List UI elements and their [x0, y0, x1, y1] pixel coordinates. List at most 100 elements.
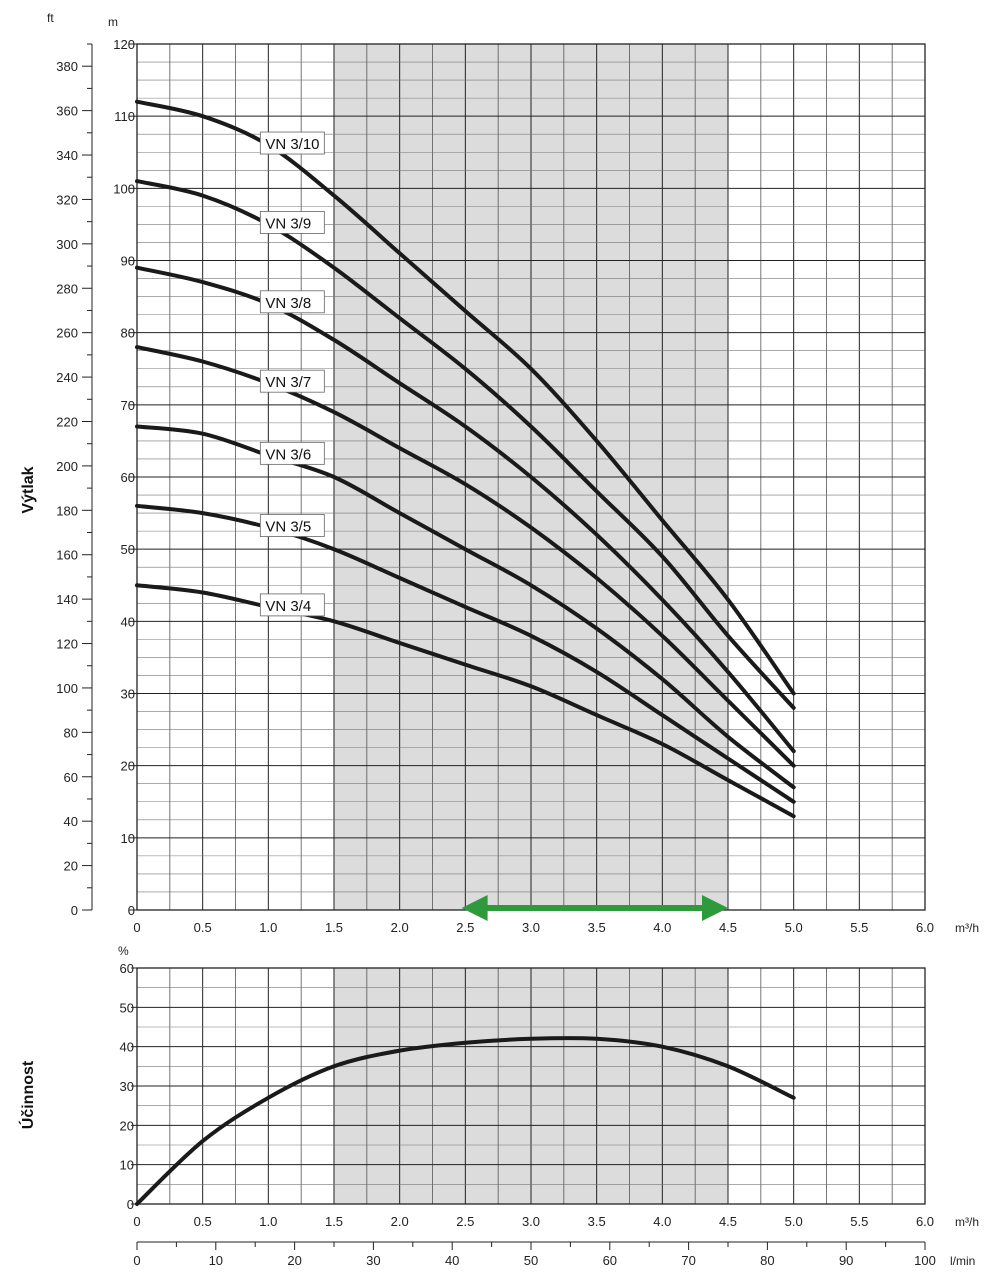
curve-label: VN 3/8 — [265, 295, 311, 312]
y-tick-label-percent: 30 — [120, 1079, 134, 1094]
x-tick-label: 2.5 — [456, 920, 474, 935]
curve-label-box — [259, 441, 325, 465]
x-tick-label: 6.0 — [916, 920, 934, 935]
head-chart: 0 10 20 30 40 50 60 70 80 90 100 110 120 0 20 40 60 80 100… — [56, 37, 934, 935]
x-tick-label: 6.0 — [916, 1214, 934, 1229]
head-curve-3 — [135, 265, 796, 754]
x-tick-label: 1.0 — [259, 1214, 277, 1229]
y-tick-label-ft: 320 — [56, 192, 78, 207]
y-tick-label-m: 20 — [121, 759, 135, 774]
top-x-unit-label: m³/h — [955, 921, 979, 935]
x-tick-label: 5.5 — [850, 920, 868, 935]
y-tick-label-ft: 40 — [64, 814, 78, 829]
lmin-tick-label: 0 — [133, 1253, 140, 1268]
y-tick-label-ft: 280 — [56, 281, 78, 296]
y-tick-label-m: 80 — [121, 326, 135, 341]
curve-label: VN 3/4 — [265, 598, 311, 615]
x-tick-label: 2.0 — [391, 1214, 409, 1229]
x-tick-label: 1.0 — [259, 920, 277, 935]
x-tick-label: 4.5 — [719, 1214, 737, 1229]
x-tick-label: 0.5 — [194, 920, 212, 935]
curve-label: VN 3/7 — [265, 374, 311, 391]
y-tick-label-ft: 0 — [71, 903, 78, 918]
efficiency-axis-title: Účinnost — [18, 1060, 37, 1129]
ft-unit-label: ft — [47, 11, 54, 25]
y-tick-label-ft: 240 — [56, 370, 78, 385]
x-tick-label: 3.0 — [522, 1214, 540, 1229]
curve-label-box — [259, 369, 325, 393]
x-tick-label: 0 — [133, 1214, 140, 1229]
curve-label: VN 3/5 — [265, 519, 311, 536]
range-arrow-left-head — [461, 895, 488, 921]
head-curve-6 — [135, 503, 796, 804]
lmin-tick-label: 80 — [760, 1253, 774, 1268]
bottom-x-unit-label: m³/h — [955, 1215, 979, 1229]
lmin-tick-label: 60 — [603, 1253, 617, 1268]
head-axis-title: Výtlak — [20, 466, 37, 513]
y-tick-label-ft: 60 — [64, 770, 78, 785]
y-tick-label-percent: 60 — [120, 961, 134, 976]
curve-label-box — [259, 514, 325, 537]
lmin-tick-label: 50 — [524, 1253, 538, 1268]
efficiency-chart: 0 10 20 30 40 50 60 0 0.5 1.0 1.5 2.0 2.5 3.0 3.5 4.0 4.… — [120, 961, 936, 1268]
y-tick-label-m: 60 — [121, 470, 135, 485]
y-tick-label-m: 0 — [128, 903, 135, 918]
head-curve-5 — [135, 424, 796, 790]
y-tick-label-ft: 300 — [56, 237, 78, 252]
curve-label: VN 3/10 — [265, 136, 319, 153]
lmin-tick-label: 10 — [209, 1253, 223, 1268]
y-tick-label-ft: 260 — [56, 326, 78, 341]
y-tick-label-percent: 40 — [120, 1040, 134, 1055]
x-tick-label: 3.5 — [588, 1214, 606, 1229]
y-tick-label-ft: 100 — [56, 681, 78, 696]
lmin-tick-label: 40 — [445, 1253, 459, 1268]
lmin-tick-label: 20 — [287, 1253, 301, 1268]
y-tick-label-m: 30 — [121, 687, 135, 702]
y-tick-label-percent: 50 — [120, 1000, 134, 1015]
curve-label-box — [259, 290, 325, 314]
lmin-tick-label: 100 — [914, 1253, 936, 1268]
y-tick-label-m: 110 — [114, 109, 135, 124]
y-tick-label-ft: 180 — [56, 503, 78, 518]
head-curve-4 — [135, 345, 796, 768]
head-curve-7 — [135, 583, 796, 819]
x-tick-label: 5.0 — [785, 1214, 803, 1229]
x-tick-label: 5.5 — [850, 1214, 868, 1229]
y-tick-label-m: 40 — [121, 614, 135, 629]
y-tick-label-ft: 200 — [56, 459, 78, 474]
x-tick-label: 0.5 — [194, 1214, 212, 1229]
y-tick-label-percent: 20 — [120, 1118, 134, 1133]
y-tick-label-ft: 140 — [56, 592, 78, 607]
x-tick-label: 3.0 — [522, 920, 540, 935]
y-tick-label-ft: 160 — [56, 548, 78, 563]
efficiency-curve — [135, 1036, 796, 1206]
y-tick-label-percent: 0 — [127, 1197, 134, 1212]
y-tick-label-ft: 340 — [56, 148, 78, 163]
x-tick-label: 2.5 — [456, 1214, 474, 1229]
curve-label-box — [259, 131, 325, 155]
lmin-tick-label: 90 — [839, 1253, 853, 1268]
y-tick-label-ft: 20 — [64, 859, 78, 874]
y-tick-label-percent: 10 — [120, 1158, 134, 1173]
y-tick-label-ft: 220 — [56, 414, 78, 429]
y-tick-label-ft: 80 — [64, 725, 78, 740]
x-tick-label: 4.0 — [653, 920, 671, 935]
y-tick-label-m: 90 — [121, 254, 135, 269]
range-arrow-right-head — [702, 895, 728, 921]
y-tick-label-m: 120 — [113, 37, 135, 52]
lmin-tick-label: 70 — [681, 1253, 695, 1268]
x-tick-label: 2.0 — [391, 920, 409, 935]
x-tick-label: 0 — [133, 920, 140, 935]
m-unit-label: m — [108, 15, 118, 29]
y-tick-label-ft: 120 — [56, 637, 78, 652]
x-tick-label: 4.0 — [653, 1214, 671, 1229]
head-curve-2 — [135, 179, 796, 710]
y-tick-label-m: 100 — [113, 181, 135, 196]
x-tick-label: 3.5 — [588, 920, 606, 935]
x-tick-label: 1.5 — [325, 920, 343, 935]
percent-unit-label: % — [118, 944, 129, 958]
lmin-unit-label: l/min — [950, 1254, 975, 1268]
y-tick-label-m: 10 — [121, 831, 135, 846]
curve-label-box — [259, 593, 325, 617]
